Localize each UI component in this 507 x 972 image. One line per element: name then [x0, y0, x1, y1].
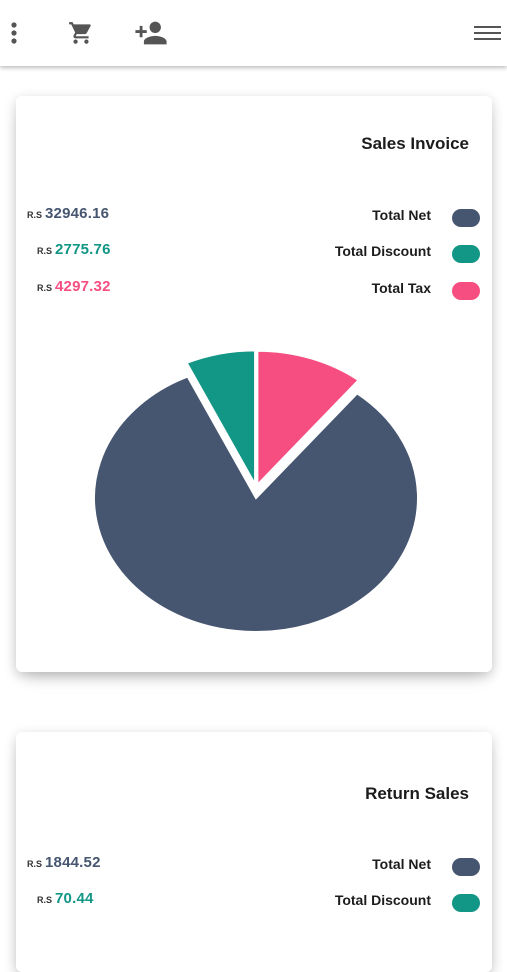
legend-label: Total Discount	[334, 243, 431, 259]
amount-value: 70.44	[55, 890, 94, 907]
pie-slice-total-net[interactable]	[93, 375, 419, 633]
menu-icon[interactable]	[474, 24, 501, 42]
add-person-icon[interactable]	[134, 20, 168, 46]
amount: R.S 2775.76	[37, 241, 111, 258]
summary-row-total-discount: R.S 2775.76 Total Discount	[16, 241, 492, 265]
legend-swatch	[452, 894, 480, 912]
currency-label: R.S	[27, 859, 43, 869]
sales-invoice-card: Sales Invoice R.S 32946.16 Total Net R.S…	[16, 96, 492, 672]
amount-value: 2775.76	[55, 241, 111, 258]
amount-value: 4297.32	[55, 278, 111, 295]
card-title: Return Sales	[365, 784, 469, 803]
top-toolbar	[0, 0, 507, 66]
card-title: Sales Invoice	[361, 134, 469, 153]
legend-swatch	[452, 245, 480, 263]
cart-icon[interactable]	[66, 20, 96, 46]
legend-swatch	[452, 209, 480, 227]
amount: R.S 70.44	[37, 890, 94, 907]
currency-label: R.S	[37, 246, 53, 256]
amount-value: 1844.52	[45, 854, 101, 871]
more-vertical-icon[interactable]	[8, 20, 20, 46]
legend-label: Total Net	[372, 856, 431, 872]
currency-label: R.S	[37, 895, 53, 905]
amount-value: 32946.16	[45, 205, 110, 222]
summary-row-total-discount: R.S 70.44 Total Discount	[16, 890, 492, 914]
currency-label: R.S	[27, 210, 43, 220]
legend-label: Total Discount	[334, 892, 431, 908]
legend-label: Total Tax	[371, 280, 431, 296]
amount: R.S 4297.32	[37, 278, 111, 295]
currency-label: R.S	[37, 283, 53, 293]
sales-pie-chart	[93, 349, 419, 633]
summary-row-total-net: R.S 32946.16 Total Net	[16, 205, 492, 229]
summary-row-total-net: R.S 1844.52 Total Net	[16, 854, 492, 878]
amount: R.S 32946.16	[27, 205, 109, 222]
return-sales-card: Return Sales R.S 1844.52 Total Net R.S 7…	[16, 732, 492, 972]
legend-label: Total Net	[372, 207, 431, 223]
legend-swatch	[452, 282, 480, 300]
pie-slice-total-discount[interactable]	[185, 349, 257, 489]
legend-swatch	[452, 858, 480, 876]
pie-slice-total-tax[interactable]	[256, 349, 361, 488]
summary-row-total-tax: R.S 4297.32 Total Tax	[16, 278, 492, 302]
amount: R.S 1844.52	[27, 854, 101, 871]
